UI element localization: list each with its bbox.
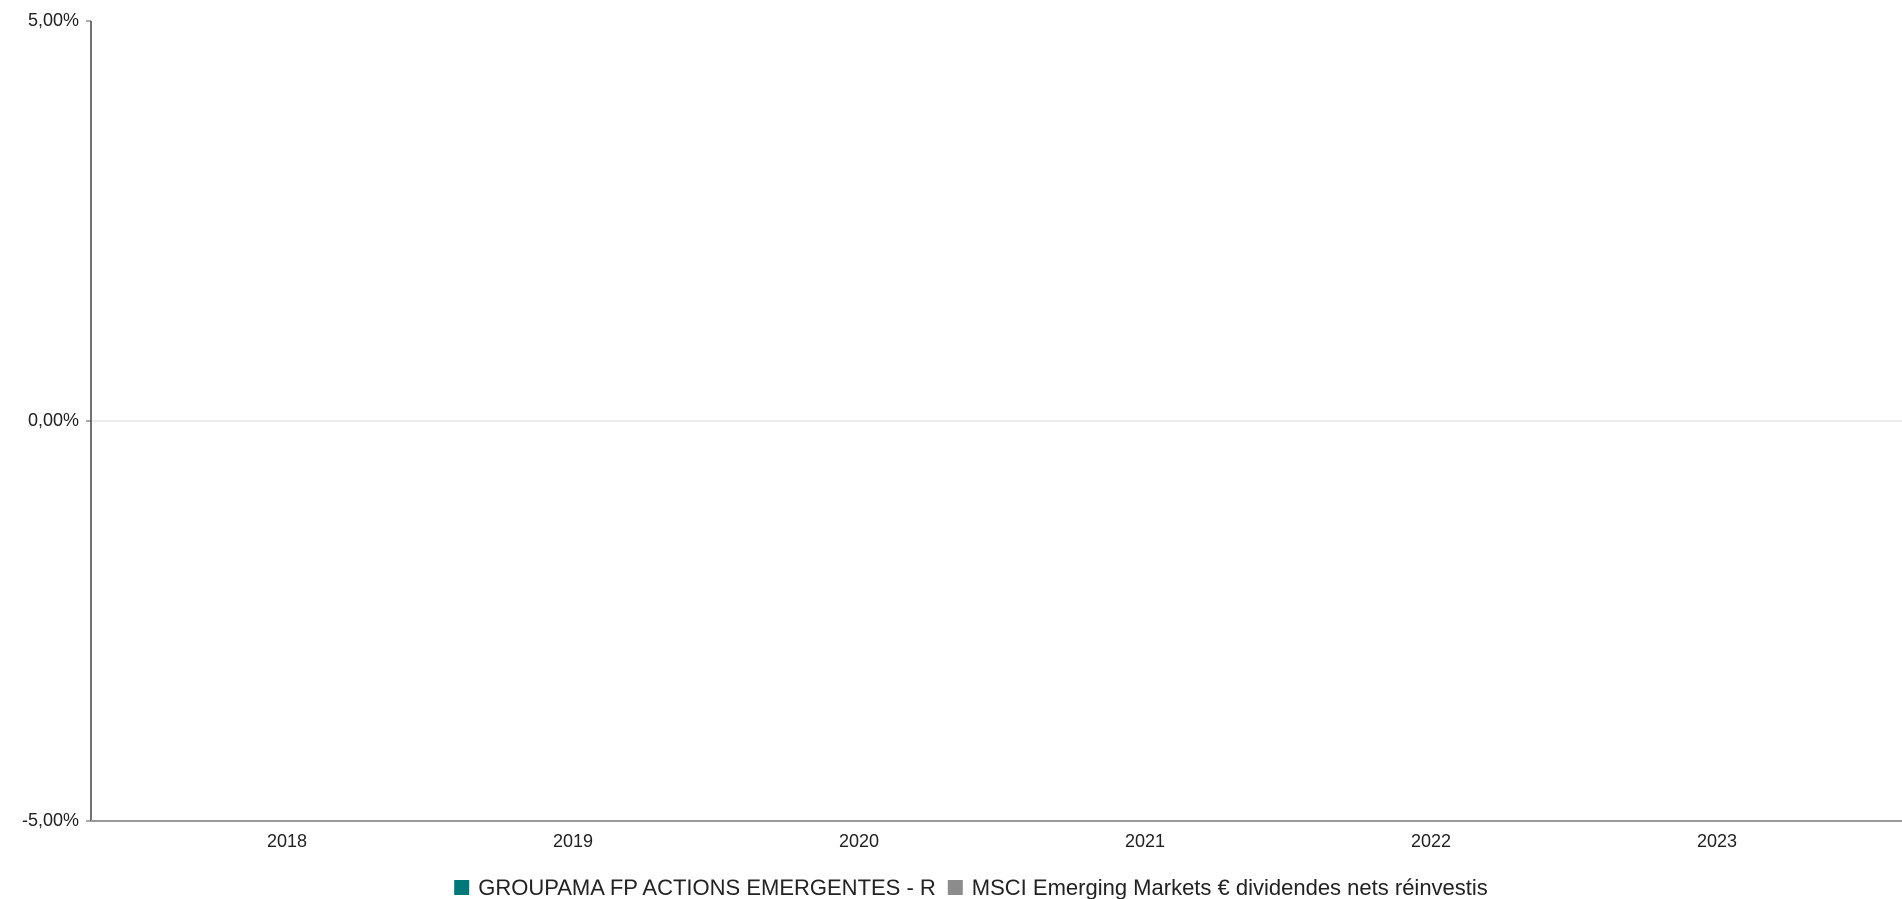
x-tick-label: 2021: [1125, 831, 1165, 851]
x-tick-label: 2020: [839, 831, 879, 851]
x-tick-label: 2022: [1411, 831, 1451, 851]
y-tick-label: 5,00%: [28, 10, 79, 30]
y-tick-label: -5,00%: [22, 810, 79, 830]
x-tick-label: 2018: [267, 831, 307, 851]
legend-swatch: [947, 880, 963, 895]
legend-swatch: [454, 880, 470, 895]
legend: GROUPAMA FP ACTIONS EMERGENTES - R MSCI E…: [454, 875, 1488, 899]
y-tick-label: 0,00%: [28, 410, 79, 430]
x-tick-label: 2023: [1697, 831, 1737, 851]
legend-label: MSCI Emerging Markets € dividendes nets …: [972, 875, 1488, 899]
x-tick-label: 2019: [553, 831, 593, 851]
legend-label: GROUPAMA FP ACTIONS EMERGENTES - R: [478, 875, 936, 899]
